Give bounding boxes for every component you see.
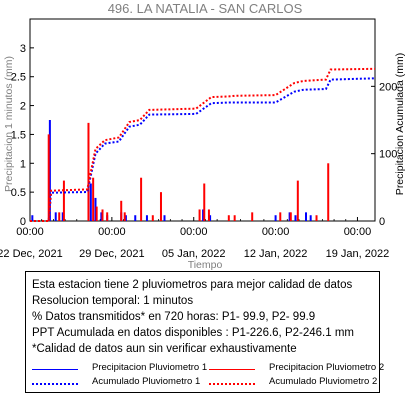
info-legend-box: Esta estacion tiene 2 pluviometros para … <box>25 271 384 393</box>
y-right-tick-label: 0 <box>379 216 385 228</box>
note-line-4: PPT Acumulada en datos disponibles : P1-… <box>32 327 354 339</box>
x-tick-date-label: 19 Jan, 2022 <box>326 248 390 260</box>
note-line-2: Resolucion temporal: 1 minutos <box>32 295 194 307</box>
x-tick-date-label: 12 Jan, 2022 <box>244 248 308 260</box>
legend-label-acc1: Acumulado Pluviometro 1 <box>92 376 201 387</box>
y-left-tick-label: 0.5 <box>11 187 26 199</box>
y-left-tick-label: 1.5 <box>11 129 26 141</box>
legend-swatch-p1 <box>32 369 78 370</box>
x-tick-date-label: 29 Dec, 2021 <box>79 248 144 260</box>
cumulative-line-2 <box>30 67 376 222</box>
y-left-tick-label: 2.5 <box>11 72 26 84</box>
legend-label-acc2: Acumulado Pluviometro 2 <box>269 376 378 387</box>
x-tick-date-label: 05 Jan, 2022 <box>162 248 226 260</box>
legend-swatch-p2 <box>209 369 255 370</box>
chart: 496. LA NATALIA - SAN CARLOS Precipitaci… <box>0 1 406 270</box>
legend-swatch-acc1 <box>32 383 78 385</box>
y-axis-left-label: Precipitacion 1 minutos (mm) <box>3 56 15 192</box>
x-tick-time-label: 00:00 <box>262 226 290 238</box>
note-line-1: Esta estacion tiene 2 pluviometros para … <box>32 279 353 291</box>
plot-frame <box>29 18 376 222</box>
chart-title: 496. LA NATALIA - SAN CARLOS <box>108 1 303 16</box>
x-axis-label: Tiempo <box>188 259 223 270</box>
x-tick-time-label: 00:00 <box>98 226 126 238</box>
y-right-tick-label: 100 <box>379 149 397 161</box>
y-left-tick-label: 3 <box>20 43 26 55</box>
y-left-tick-label: 1 <box>20 158 26 170</box>
legend-swatch-acc2 <box>209 383 255 385</box>
cumulative-line-1 <box>30 77 376 222</box>
note-line-5: *Calidad de datos aun sin verificar exha… <box>32 343 297 355</box>
y-left-tick-label: 2 <box>20 101 26 113</box>
y-axis-right-label: Precipitacion Acumulada (mm) <box>394 53 406 195</box>
x-tick-date-label: 22 Dec, 2021 <box>0 248 63 260</box>
y-left-tick-label: 0 <box>20 216 26 228</box>
note-line-3: % Datos transmitidos* en 720 horas: P1- … <box>32 311 316 323</box>
x-tick-time-label: 00:00 <box>16 226 44 238</box>
legend-label-p2: Precipitacion Pluviometro 2 <box>269 362 385 373</box>
legend-label-p1: Precipitacion Pluviometro 1 <box>92 362 208 373</box>
x-tick-time-label: 00:00 <box>344 226 372 238</box>
plot-area: 0 0.5 1 1.5 2 2.5 3 0 100 200 00:00 22 Dec, 2021 00:… <box>0 18 397 260</box>
x-tick-time-label: 00:00 <box>180 226 208 238</box>
y-right-tick-label: 200 <box>379 81 397 93</box>
